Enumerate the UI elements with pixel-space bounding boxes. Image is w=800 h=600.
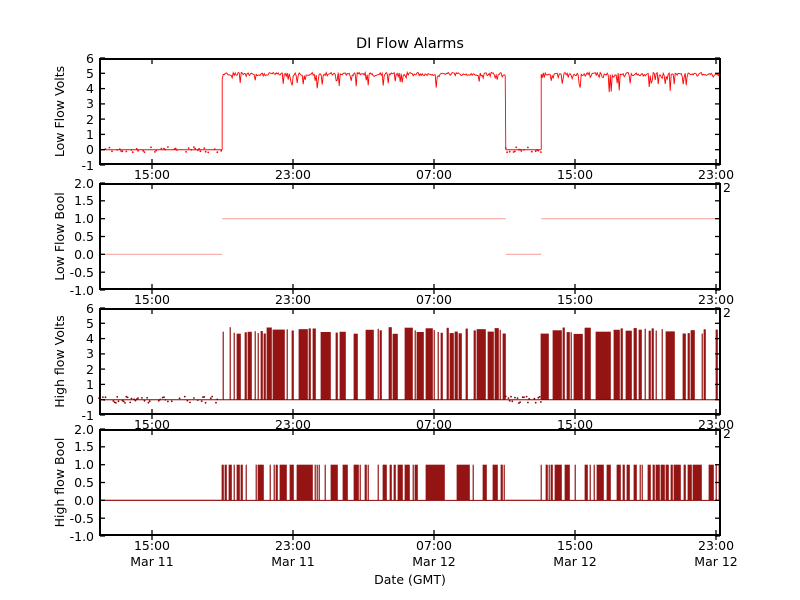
x-date-label: Mar 12 bbox=[553, 554, 597, 569]
y-tick-label: 1.0 bbox=[74, 457, 94, 473]
x-date-label: Mar 12 bbox=[694, 554, 738, 569]
y-tick-label: -0.5 bbox=[69, 510, 94, 526]
right-corner-label: 2 bbox=[723, 305, 731, 320]
y-tick-label: -1.0 bbox=[69, 528, 94, 544]
y-tick-label: 0.5 bbox=[74, 475, 94, 490]
y-tick-label: 3 bbox=[86, 96, 94, 112]
y-tick-label: 4 bbox=[86, 331, 94, 347]
y-tick-label: 1 bbox=[86, 126, 94, 142]
y-tick-label: 1.5 bbox=[74, 439, 94, 455]
y-tick-label: 4 bbox=[86, 81, 94, 97]
y-tick-label: 2.0 bbox=[74, 175, 94, 191]
y-tick-label: 1 bbox=[86, 376, 94, 392]
y-tick-label: 1.0 bbox=[74, 211, 94, 227]
plot-area bbox=[99, 57, 721, 169]
y-tick-label: 0.0 bbox=[74, 246, 94, 262]
subplot-high-flow-volts: High flow Volts 2 6 5 4 3 2 1 0 -1 15:00 23:00 07:… bbox=[0, 301, 800, 433]
right-corner-label: 2 bbox=[723, 180, 731, 195]
x-date-label: Mar 12 bbox=[412, 554, 456, 569]
plot-area bbox=[99, 428, 721, 540]
x-tick-label: 07:00 bbox=[415, 417, 453, 432]
y-tick-label: 5 bbox=[86, 315, 94, 331]
y-tick-label: 0.5 bbox=[74, 229, 94, 244]
y-tick-label: 0 bbox=[86, 142, 94, 158]
x-tick-label: 07:00 bbox=[415, 292, 453, 307]
y-tick-label: 6 bbox=[86, 300, 94, 316]
x-date-label: Mar 11 bbox=[271, 554, 315, 569]
y-tick-label: 2.0 bbox=[74, 421, 94, 437]
x-tick-label: 23:00 bbox=[698, 292, 735, 307]
x-tick-label: 15:00 bbox=[557, 538, 594, 553]
right-corner-label: 2 bbox=[723, 426, 731, 441]
y-tick-label: -0.5 bbox=[69, 264, 94, 280]
y-tick-label: -1.0 bbox=[69, 282, 94, 298]
y-tick-label: 2 bbox=[86, 361, 94, 377]
plot-area bbox=[98, 307, 721, 419]
y-tick-label: 2 bbox=[86, 111, 94, 127]
x-axis-label: Date (GMT) bbox=[374, 572, 446, 587]
subplot-low-flow-bool: Low Flow Bool 2 2.0 1.5 1.0 0.5 0.0 -0.5 -1.0 1… bbox=[0, 176, 800, 308]
x-tick-label: 15:00 bbox=[133, 417, 170, 432]
y-tick-label: 0 bbox=[86, 392, 94, 408]
y-tick-label: 6 bbox=[86, 50, 94, 66]
x-tick-label: 23:00 bbox=[274, 292, 312, 307]
x-tick-label: 23:00 bbox=[698, 538, 735, 553]
x-tick-label: 23:00 bbox=[274, 417, 312, 432]
x-tick-label: 23:00 bbox=[274, 167, 312, 182]
x-tick-label: 23:00 bbox=[698, 417, 735, 432]
y-tick-label: 1.5 bbox=[74, 193, 94, 209]
plot-area bbox=[99, 182, 721, 294]
y-tick-label: -1 bbox=[81, 157, 94, 173]
x-tick-label: 07:00 bbox=[415, 538, 453, 553]
x-tick-label: 15:00 bbox=[557, 417, 594, 432]
y-tick-label: 3 bbox=[86, 346, 94, 362]
x-date-label: Mar 11 bbox=[130, 554, 174, 569]
x-tick-label: 15:00 bbox=[557, 167, 594, 182]
y-tick-label: 5 bbox=[86, 65, 94, 81]
x-tick-label: 15:00 bbox=[557, 292, 594, 307]
x-tick-label: 23:00 bbox=[698, 167, 735, 182]
x-tick-label: 15:00 bbox=[133, 292, 170, 307]
x-tick-label: 07:00 bbox=[415, 167, 453, 182]
y-tick-label: 0.0 bbox=[74, 492, 94, 508]
chart-title: DI Flow Alarms bbox=[356, 36, 464, 52]
x-tick-label: 23:00 bbox=[274, 538, 312, 553]
y-tick-label: -1 bbox=[81, 407, 94, 423]
subplot-low-flow-volts: Low Flow Volts 6 5 4 3 2 1 0 -1 15:00 23:00 07:00 1… bbox=[0, 51, 800, 183]
subplot-high-flow-bool: High flow Bool 2 2.0 1.5 1.0 0.5 0.0 -0.5 -1.0… bbox=[0, 422, 800, 554]
x-tick-label: 15:00 bbox=[133, 167, 170, 182]
x-tick-label: 15:00 bbox=[133, 538, 170, 553]
